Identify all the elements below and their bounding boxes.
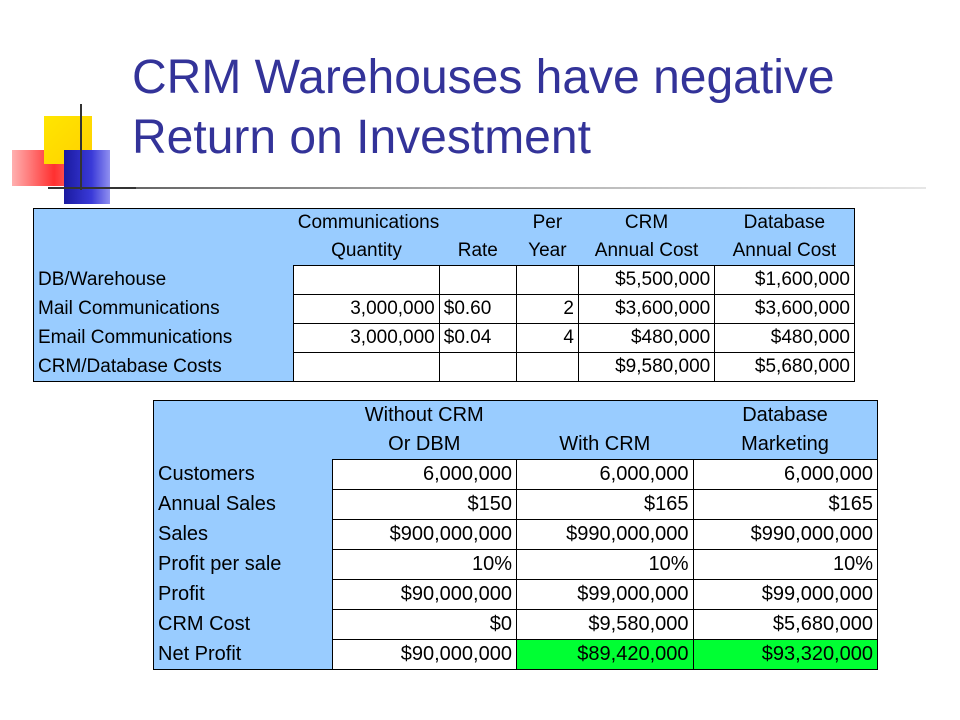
table-cell: $99,000,000	[692, 579, 879, 610]
table-cell: $990,000,000	[515, 519, 694, 550]
table-cell: 3,000,000	[293, 294, 440, 324]
table-cell: $900,000,000	[331, 519, 517, 550]
table-row: Profit per sale 10% 10% 10%	[154, 549, 879, 580]
header-cell	[154, 401, 333, 431]
table-cell	[515, 352, 579, 382]
table-cell: $9,580,000	[577, 352, 716, 382]
logo-vertical-line	[80, 104, 82, 190]
cost-table-header-row-1: Communications Per CRM Database	[34, 209, 855, 238]
row-label: Sales	[158, 523, 209, 545]
table-row: CRM Cost $0 $9,580,000 $5,680,000	[154, 609, 879, 640]
header-cell: Quantity	[331, 240, 402, 261]
header-cell: Rate	[457, 240, 498, 261]
row-label: Net Profit	[158, 642, 242, 665]
table-cell: $5,500,000	[577, 265, 716, 295]
slide-title: CRM Warehouses have negative Return on I…	[132, 51, 835, 164]
table-row: DB/Warehouse $5,500,000 $1,600,000	[34, 265, 855, 295]
header-cell: Or DBM	[388, 433, 461, 455]
header-cell: Without CRM	[364, 404, 484, 426]
profit-comparison-table: Without CRM Database Or DBM With CRM Mar…	[153, 400, 879, 670]
table-cell: $1,600,000	[714, 265, 855, 295]
header-cell	[154, 430, 333, 460]
title-underline-rule	[136, 187, 926, 189]
table-cell: $3,600,000	[577, 294, 716, 324]
header-cell: With CRM	[559, 433, 651, 455]
cost-table-header-row-2: Quantity Rate Year Annual Cost Annual Co…	[34, 237, 855, 266]
table-row: Mail Communications 3,000,000 $0.60 2 $3…	[34, 294, 855, 324]
table-cell	[438, 352, 517, 382]
highlighted-cell: $89,420,000	[515, 639, 694, 670]
table-cell: $0	[331, 609, 517, 640]
cost-table: Communications Per CRM Database Quantity…	[33, 208, 855, 382]
table-cell: $90,000,000	[331, 579, 517, 610]
table-cell: $0.60	[438, 294, 517, 324]
row-label: Annual Sales	[158, 493, 276, 515]
table-cell: 6,000,000	[515, 459, 694, 490]
header-cell: Communications	[297, 212, 440, 233]
highlighted-cell: $93,320,000	[692, 639, 879, 670]
table-cell: $165	[515, 489, 694, 520]
table-cell: $480,000	[714, 323, 855, 353]
table-cell: $990,000,000	[692, 519, 879, 550]
table-cell: $90,000,000	[331, 639, 517, 670]
header-cell: Annual Cost	[594, 240, 699, 261]
table-row: Sales $900,000,000 $990,000,000 $990,000…	[154, 519, 879, 550]
table-cell: $3,600,000	[714, 294, 855, 324]
header-cell	[439, 209, 516, 238]
table-cell: $5,680,000	[692, 609, 879, 640]
row-label: Customers	[158, 463, 255, 485]
row-label: Mail Communications	[38, 298, 220, 319]
table-cell: 4	[515, 323, 579, 353]
header-cell: Annual Cost	[732, 240, 837, 261]
table-cell	[293, 352, 440, 382]
header-cell	[34, 209, 294, 238]
table-row: Profit $90,000,000 $99,000,000 $99,000,0…	[154, 579, 879, 610]
table-row: Email Communications 3,000,000 $0.04 4 $…	[34, 323, 855, 353]
profit-table-header-row-2: Or DBM With CRM Marketing	[154, 430, 878, 460]
table-cell: 10%	[331, 549, 517, 580]
table-cell: 2	[515, 294, 579, 324]
table-cell: $0.04	[438, 323, 517, 353]
table-cell: $150	[331, 489, 517, 520]
table-row: CRM/Database Costs $9,580,000 $5,680,000	[34, 352, 855, 382]
table-row: Annual Sales $150 $165 $165	[154, 489, 879, 520]
table-cell	[293, 265, 440, 295]
header-cell: CRM	[624, 212, 669, 233]
table-cell: $9,580,000	[515, 609, 694, 640]
logo-blue-square	[64, 150, 110, 204]
row-label: DB/Warehouse	[38, 269, 167, 290]
row-label: Profit per sale	[158, 553, 282, 575]
table-cell: 6,000,000	[692, 459, 879, 490]
logo-horizontal-line	[48, 187, 138, 189]
table-cell: 10%	[515, 549, 694, 580]
table-cell: 6,000,000	[331, 459, 517, 490]
row-label: CRM/Database Costs	[38, 355, 222, 377]
profit-table-header-row-1: Without CRM Database	[154, 401, 878, 431]
row-label: Email Communications	[38, 327, 233, 348]
net-profit-row: Net Profit $90,000,000 $89,420,000 $93,3…	[154, 639, 879, 670]
table-cell: 10%	[692, 549, 879, 580]
table-row: Customers 6,000,000 6,000,000 6,000,000	[154, 459, 879, 490]
header-cell: Marketing	[741, 433, 829, 455]
header-cell	[516, 401, 693, 431]
row-label: CRM Cost	[158, 613, 251, 635]
header-cell: Database	[743, 212, 826, 233]
table-cell	[438, 265, 517, 295]
table-cell: 3,000,000	[293, 323, 440, 353]
header-cell: Database	[742, 404, 828, 426]
table-cell: $5,680,000	[714, 352, 855, 382]
table-cell	[515, 265, 579, 295]
row-label: Profit	[158, 583, 205, 605]
header-cell	[34, 237, 294, 266]
table-cell: $99,000,000	[515, 579, 694, 610]
table-cell: $480,000	[577, 323, 716, 353]
header-cell: Per	[532, 212, 563, 233]
table-cell: $165	[692, 489, 879, 520]
header-cell: Year	[528, 240, 567, 261]
